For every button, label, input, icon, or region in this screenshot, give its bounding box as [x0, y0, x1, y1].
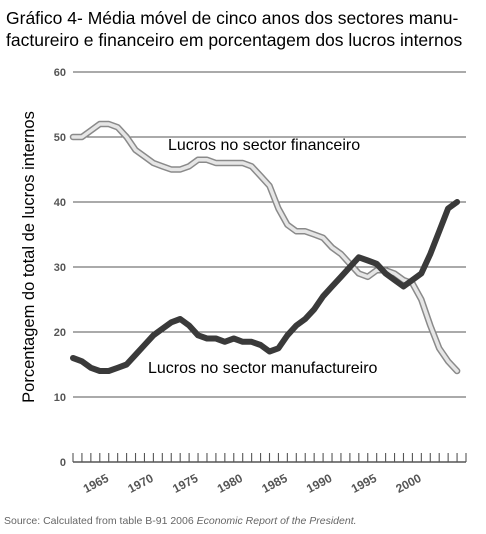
annotation-label: Lucros no sector manufactureiro: [148, 360, 378, 377]
series-line-financeiro: [71, 122, 459, 373]
x-tick-label: 1965: [81, 471, 111, 496]
series-line-outline: [69, 120, 461, 375]
series-line-manufactureiro: [70, 199, 461, 374]
y-tick-label: 40: [54, 197, 66, 209]
series-lines: [69, 120, 461, 375]
annotation-label: Lucros no sector financeiro: [168, 137, 360, 154]
x-tick-label: 2000: [393, 471, 423, 496]
x-tick-label: 1990: [304, 471, 334, 496]
x-tick-label: 1985: [259, 471, 289, 496]
x-axis-tick-labels: 1965 1970 1975 1980 1985 1990 1995 2000: [81, 471, 424, 496]
y-tick-label: 0: [60, 457, 66, 469]
chart-title-line-1: Gráfico 4- Média móvel de cinco anos dos…: [6, 8, 459, 28]
y-axis-tick-labels: 0 10 20 30 40 50 60: [54, 67, 66, 469]
x-tick-label: 1970: [126, 471, 156, 496]
y-tick-label: 50: [54, 132, 66, 144]
y-tick-label: 60: [54, 67, 66, 79]
y-tick-label: 30: [54, 262, 66, 274]
source-italic-text: Economic Report of the President.: [196, 515, 357, 527]
y-axis-label: Porcentagem do total de lucros internos: [20, 111, 38, 403]
annotations: Lucros no sector financeiro Lucros no sec…: [148, 137, 378, 377]
source-text: Source: Calculated from table B-91 2006: [4, 515, 194, 527]
y-tick-label: 20: [54, 327, 66, 339]
chart-title: Gráfico 4- Média móvel de cinco anos dos…: [6, 7, 484, 51]
source-note: Source: Calculated from table B-91 2006 …: [4, 515, 357, 527]
x-tick-label: 1995: [349, 471, 379, 496]
gridlines: [73, 71, 466, 463]
x-tick-label: 1975: [170, 471, 200, 496]
x-axis-ticks: [72, 453, 467, 462]
chart-title-line-2: factureiro e financeiro em porcentagem d…: [6, 30, 463, 50]
x-tick-label: 1980: [215, 471, 245, 496]
y-tick-label: 10: [54, 392, 66, 404]
